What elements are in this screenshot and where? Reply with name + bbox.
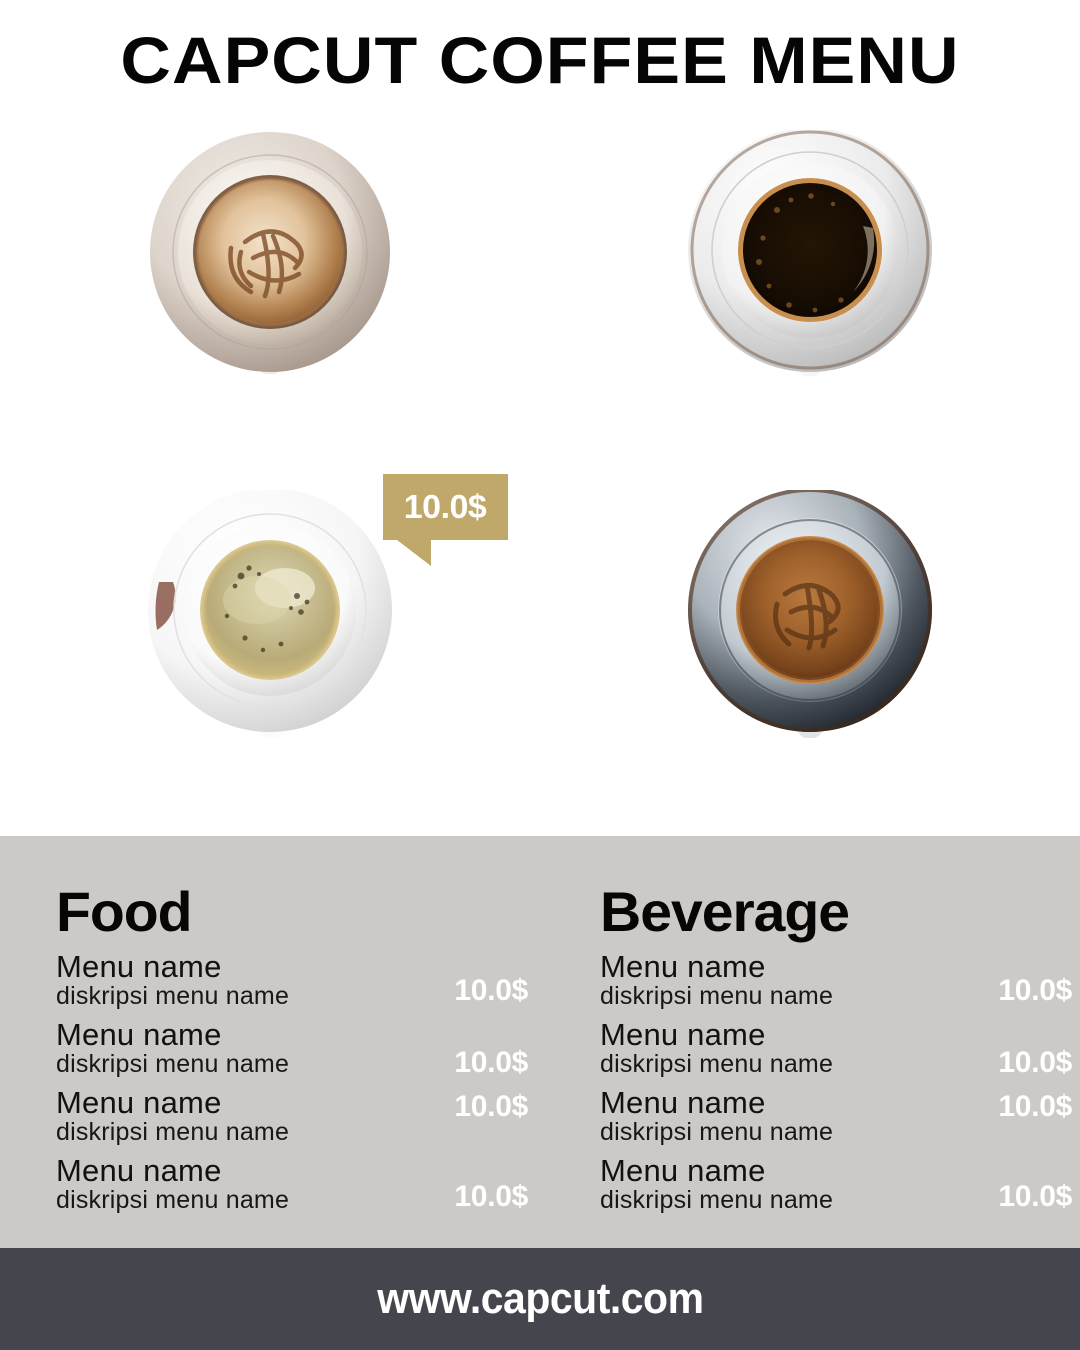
footer-bar: www.capcut.com [0, 1248, 1080, 1350]
food-row-list: Menu name diskripsi menu name 10.0$ Menu… [56, 946, 556, 1218]
menu-item-name: Menu name [56, 948, 222, 984]
coffee-tubruk-image [685, 128, 935, 380]
price-badge-label: 10.0$ [404, 488, 487, 525]
page-title: CAPCUT COFFEE MENU [120, 23, 960, 97]
menu-item-name: Menu name [600, 948, 766, 984]
menu-row: Menu name diskripsi menu name 10.0$ [56, 946, 556, 1014]
latte-cup-icon [150, 132, 390, 374]
beverage-section-title: Beverage [600, 880, 850, 943]
coffee-item-card: 10.0$ Coffee tubruk [540, 128, 1080, 480]
menu-item-description: diskripsi menu name [600, 1049, 834, 1078]
menu-item-name: Menu name [56, 1084, 222, 1120]
menu-item-price: 10.0$ [454, 974, 528, 1007]
food-column: Food Menu name diskripsi menu name 10.0$… [56, 836, 556, 1218]
menu-row: Menu name diskripsi menu name 10.0$ [600, 946, 1080, 1014]
coffee-item-card: 10.0$ Coffee latte [0, 130, 540, 581]
coffee-coklat-image [685, 488, 935, 740]
menu-item-price: 10.0$ [998, 974, 1072, 1007]
menu-row: Menu name diskripsi menu name 10.0$ [56, 1014, 556, 1082]
coffee-item-grid: 10.0$ Coffee latte [0, 128, 1080, 1302]
coffee-item-card: 10.0$ Coffee coklat [540, 488, 1080, 840]
menu-item-name: Menu name [600, 1152, 766, 1188]
menu-item-description: diskripsi menu name [56, 1049, 290, 1078]
menu-item-description: diskripsi menu name [600, 1185, 834, 1214]
beverage-column: Beverage Menu name diskripsi menu name 1… [600, 836, 1080, 1218]
coklat-cup-icon [688, 488, 932, 738]
menu-item-price: 10.0$ [454, 1180, 528, 1213]
menu-item-description: diskripsi menu name [600, 1117, 834, 1146]
menu-item-name: Menu name [600, 1084, 766, 1120]
black-coffee-cup-icon [688, 128, 932, 376]
menu-item-price: 10.0$ [998, 1090, 1072, 1123]
menu-row: Menu name diskripsi menu name 10.0$ [600, 1150, 1080, 1218]
menu-item-description: diskripsi menu name [56, 1185, 290, 1214]
menu-item-name: Menu name [600, 1016, 766, 1052]
menu-row: Menu name diskripsi menu name 10.0$ [600, 1082, 1080, 1150]
beverage-row-list: Menu name diskripsi menu name 10.0$ Menu… [600, 946, 1080, 1218]
menu-item-description: diskripsi menu name [600, 981, 834, 1010]
menu-item-name: Menu name [56, 1016, 222, 1052]
coffee-item-card: 10.0$ Coffee machiato [0, 488, 540, 1302]
menu-item-price: 10.0$ [454, 1090, 528, 1123]
menu-item-name: Menu name [56, 1152, 222, 1188]
machiato-cup-icon [148, 488, 392, 738]
price-badge: 10.0$ [383, 474, 508, 566]
menu-row: Menu name diskripsi menu name 10.0$ [600, 1014, 1080, 1082]
menu-list-section: Food Menu name diskripsi menu name 10.0$… [0, 836, 1080, 1248]
food-section-title: Food [56, 880, 193, 943]
menu-item-description: diskripsi menu name [56, 1117, 290, 1146]
website-url[interactable]: www.capcut.com [376, 1274, 704, 1323]
menu-item-price: 10.0$ [998, 1180, 1072, 1213]
menu-item-price: 10.0$ [454, 1046, 528, 1079]
menu-item-description: diskripsi menu name [56, 981, 290, 1010]
coffee-latte-image [145, 130, 395, 380]
coffee-machiato-image [145, 488, 395, 740]
menu-row: Menu name diskripsi menu name 10.0$ [56, 1082, 556, 1150]
menu-row: Menu name diskripsi menu name 10.0$ [56, 1150, 556, 1218]
menu-item-price: 10.0$ [998, 1046, 1072, 1079]
